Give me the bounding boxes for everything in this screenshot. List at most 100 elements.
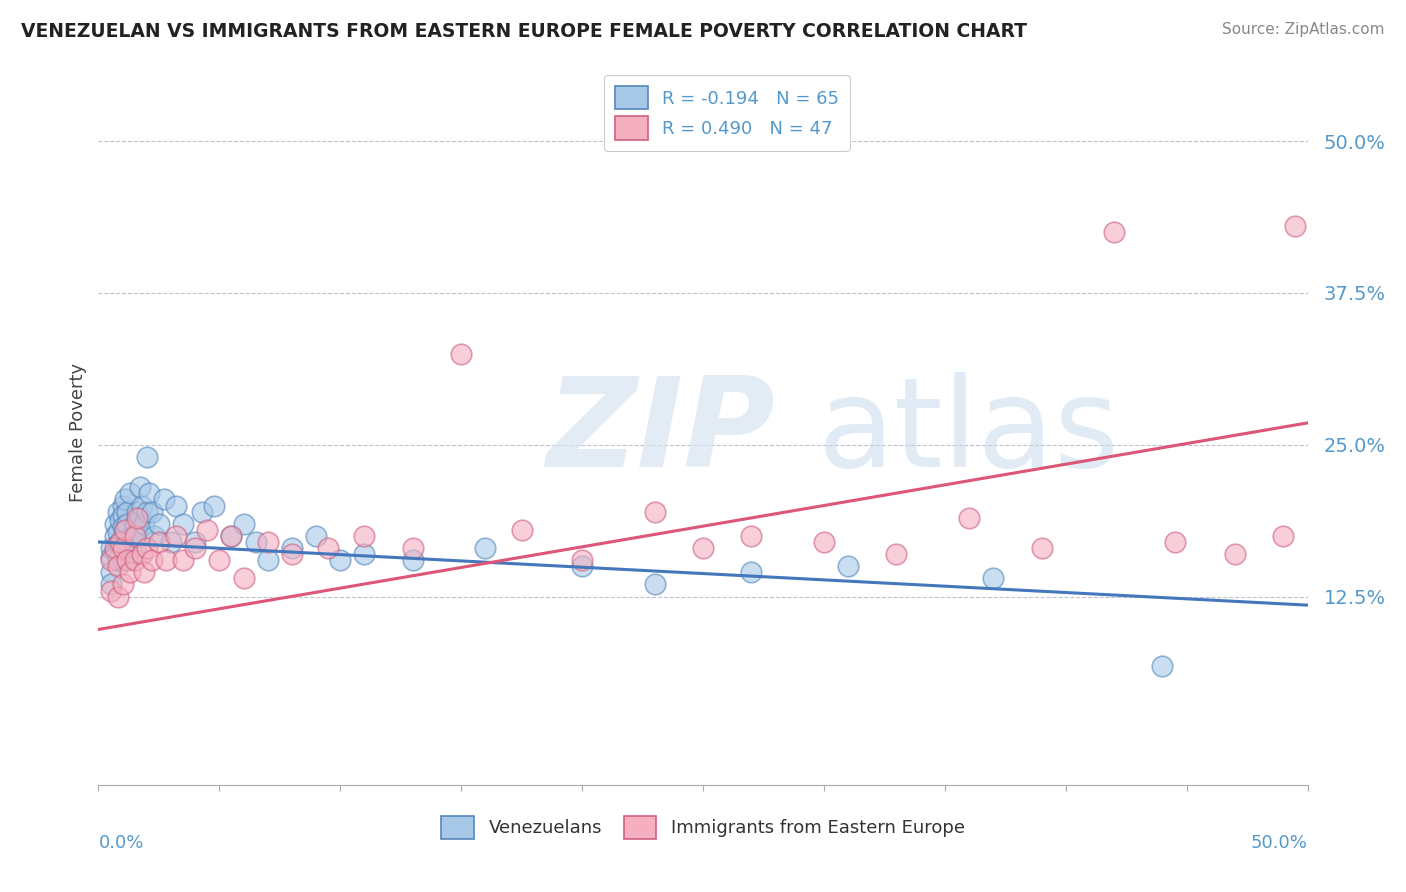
Point — [114, 523, 136, 537]
Point — [1272, 529, 1295, 543]
Point — [644, 577, 666, 591]
Point — [118, 486, 141, 500]
Point — [281, 547, 304, 561]
Point — [100, 583, 122, 598]
Point — [160, 535, 183, 549]
Point — [172, 553, 194, 567]
Point — [135, 505, 157, 519]
Point — [141, 553, 163, 567]
Point — [111, 577, 134, 591]
Point — [108, 535, 131, 549]
Point — [353, 547, 375, 561]
Point — [1284, 219, 1306, 233]
Point — [100, 566, 122, 580]
Point — [172, 516, 194, 531]
Point — [111, 533, 134, 547]
Point — [195, 523, 218, 537]
Point — [104, 529, 127, 543]
Point — [316, 541, 339, 555]
Point — [474, 541, 496, 555]
Y-axis label: Female Poverty: Female Poverty — [69, 363, 87, 502]
Point — [329, 553, 352, 567]
Point — [118, 541, 141, 555]
Point — [305, 529, 328, 543]
Point — [135, 541, 157, 555]
Point — [148, 535, 170, 549]
Point — [208, 553, 231, 567]
Point — [245, 535, 267, 549]
Point — [108, 535, 131, 549]
Point — [981, 571, 1004, 585]
Point — [141, 505, 163, 519]
Text: 0.0%: 0.0% — [98, 834, 143, 852]
Point — [692, 541, 714, 555]
Point — [402, 553, 425, 567]
Point — [837, 559, 859, 574]
Point — [104, 544, 127, 558]
Point — [107, 590, 129, 604]
Point — [134, 566, 156, 580]
Point — [104, 516, 127, 531]
Text: VENEZUELAN VS IMMIGRANTS FROM EASTERN EUROPE FEMALE POVERTY CORRELATION CHART: VENEZUELAN VS IMMIGRANTS FROM EASTERN EU… — [21, 22, 1028, 41]
Point — [740, 529, 762, 543]
Point — [1102, 225, 1125, 239]
Point — [256, 553, 278, 567]
Point — [571, 553, 593, 567]
Point — [221, 529, 243, 543]
Point — [111, 508, 134, 523]
Point — [100, 549, 122, 564]
Point — [124, 529, 146, 543]
Point — [281, 541, 304, 555]
Point — [957, 510, 980, 524]
Point — [124, 516, 146, 531]
Point — [143, 529, 166, 543]
Point — [114, 523, 136, 537]
Point — [121, 547, 143, 561]
Point — [131, 499, 153, 513]
Point — [191, 505, 214, 519]
Point — [127, 510, 149, 524]
Point — [155, 553, 177, 567]
Point — [111, 553, 134, 567]
Point — [1152, 659, 1174, 673]
Point — [117, 505, 139, 519]
Point — [571, 559, 593, 574]
Point — [118, 566, 141, 580]
Point — [135, 450, 157, 464]
Point — [165, 499, 187, 513]
Text: 50.0%: 50.0% — [1251, 834, 1308, 852]
Point — [124, 553, 146, 567]
Point — [138, 486, 160, 500]
Point — [107, 537, 129, 551]
Point — [740, 566, 762, 580]
Point — [104, 541, 127, 555]
Point — [813, 535, 835, 549]
Point — [111, 541, 134, 555]
Point — [353, 529, 375, 543]
Point — [127, 505, 149, 519]
Point — [124, 541, 146, 555]
Point — [232, 571, 254, 585]
Point — [117, 553, 139, 567]
Point — [184, 541, 207, 555]
Point — [121, 529, 143, 543]
Point — [128, 510, 150, 524]
Point — [131, 547, 153, 561]
Point — [450, 346, 472, 360]
Point — [127, 525, 149, 540]
Point — [117, 516, 139, 531]
Point — [510, 523, 533, 537]
Point — [107, 553, 129, 567]
Point — [100, 553, 122, 567]
Point — [128, 480, 150, 494]
Point — [204, 499, 226, 513]
Point — [152, 492, 174, 507]
Point — [134, 516, 156, 531]
Point — [100, 577, 122, 591]
Point — [117, 535, 139, 549]
Point — [108, 513, 131, 527]
Point — [107, 525, 129, 540]
Point — [402, 541, 425, 555]
Point — [114, 492, 136, 507]
Point — [1163, 535, 1185, 549]
